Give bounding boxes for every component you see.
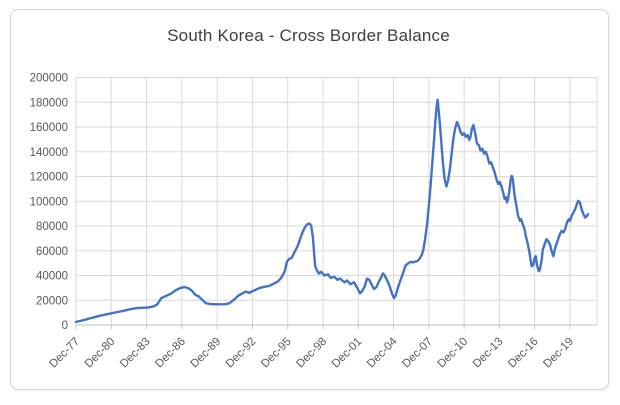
y-tick-label: 180000 — [30, 97, 68, 109]
x-tick-label: Dec-83 — [118, 336, 153, 371]
x-tick-label: Dec-07 — [400, 336, 435, 371]
x-tick-label: Dec-95 — [259, 336, 294, 371]
x-tick-label: Dec-01 — [330, 336, 365, 371]
x-tick-label: Dec-80 — [83, 336, 118, 371]
x-tick-label: Dec-98 — [294, 336, 329, 371]
y-tick-label: 20000 — [36, 295, 68, 307]
series-line — [74, 98, 590, 324]
x-tick-label: Dec-89 — [189, 336, 224, 371]
x-tick-label: Dec-86 — [153, 336, 188, 371]
y-tick-label: 160000 — [30, 122, 68, 134]
x-tick-label: Dec-77 — [47, 336, 82, 371]
x-tick-label: Dec-16 — [506, 336, 541, 371]
y-tick-label: 60000 — [36, 246, 68, 258]
x-tick-label: Dec-04 — [365, 335, 400, 370]
x-tick-label: Dec-10 — [436, 336, 471, 371]
chart-frame — [10, 9, 609, 390]
y-tick-label: 40000 — [36, 271, 68, 283]
x-tick-label: Dec-92 — [224, 336, 259, 371]
y-tick-label: 200000 — [30, 73, 68, 85]
y-tick-label: 120000 — [30, 172, 68, 184]
y-tick-label: 140000 — [30, 147, 68, 159]
x-tick-label: Dec-19 — [541, 336, 576, 371]
y-tick-label: 0 — [62, 320, 68, 332]
chart-title: South Korea - Cross Border Balance — [167, 26, 450, 45]
y-tick-label: 80000 — [36, 221, 68, 233]
y-tick-label: 100000 — [30, 196, 68, 208]
x-tick-label: Dec-13 — [471, 336, 506, 371]
